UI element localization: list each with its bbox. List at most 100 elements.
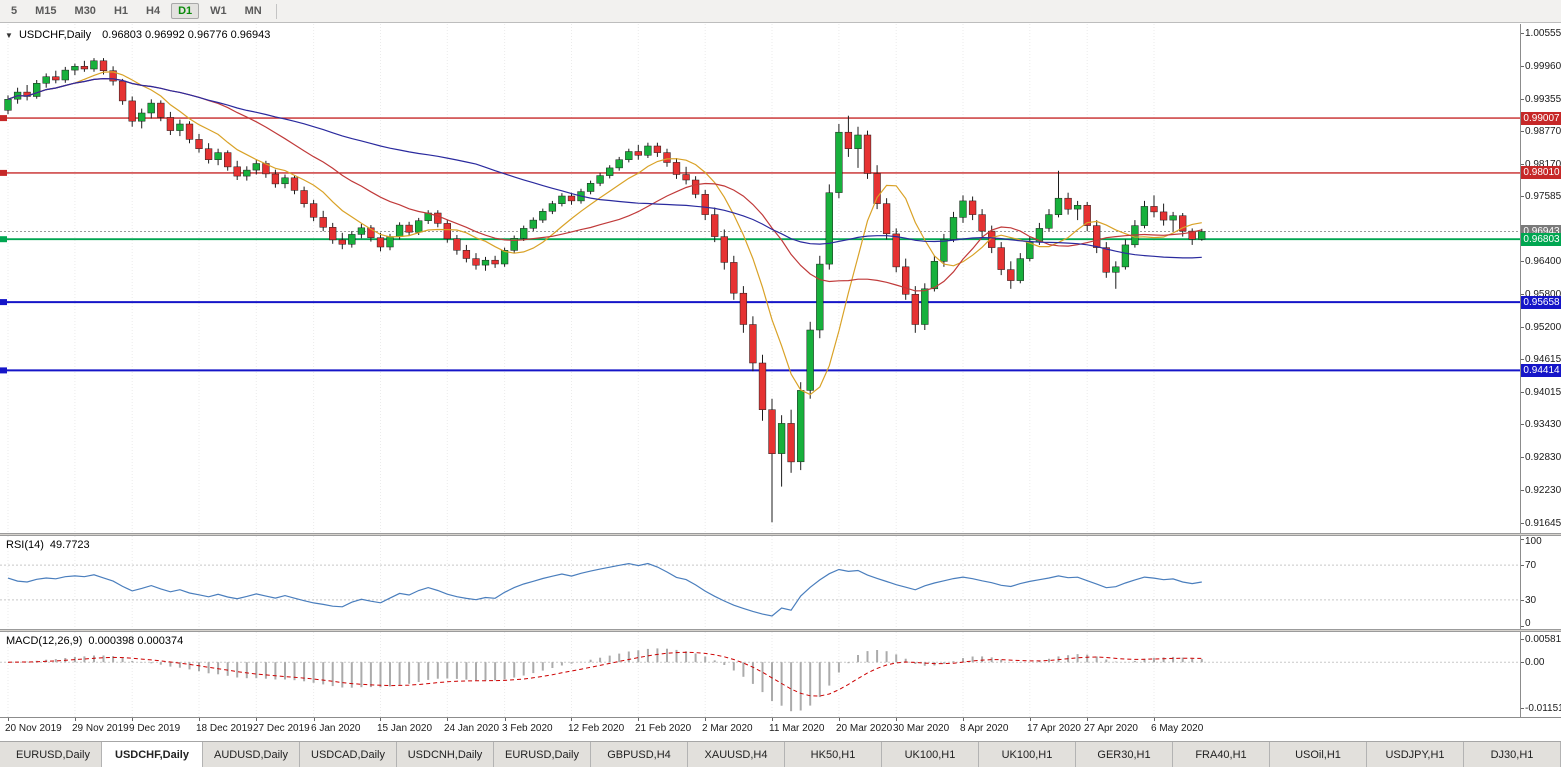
chart-tab-audusd-daily[interactable]: AUDUSD,Daily bbox=[203, 742, 300, 767]
candle bbox=[309, 203, 318, 218]
candle bbox=[988, 230, 996, 248]
candle bbox=[548, 203, 557, 212]
macd-chart-canvas[interactable] bbox=[0, 632, 1520, 717]
timeframe-toolbar: 5 M15 M30 H1 H4 D1 W1 MN bbox=[0, 0, 1561, 23]
candle bbox=[204, 148, 213, 160]
timeframe-button-h1[interactable]: H1 bbox=[113, 5, 128, 17]
candle bbox=[195, 139, 203, 149]
candle bbox=[338, 239, 346, 245]
rsi-indicator-pane[interactable]: 100 70 30 0 RSI(14) 49.7723 bbox=[0, 536, 1561, 629]
candle bbox=[586, 183, 595, 192]
macd-indicator-label: MACD(12,26,9) 0.000398 0.000374 bbox=[6, 635, 184, 647]
price-axis-label: 0.92230 bbox=[1525, 485, 1561, 496]
time-axis[interactable]: 20 Nov 2019 29 Nov 2019 9 Dec 2019 18 Dec 2… bbox=[0, 717, 1561, 741]
timeframe-button-mn[interactable]: MN bbox=[244, 5, 262, 17]
candle bbox=[71, 66, 79, 71]
macd-axis-label: 0.005818 bbox=[1525, 634, 1561, 645]
candle bbox=[1179, 215, 1187, 232]
chart-tab-usoil-h1[interactable]: USOil,H1 bbox=[1270, 742, 1367, 767]
time-tick bbox=[505, 718, 506, 721]
candle bbox=[558, 195, 566, 204]
time-axis-label: 20 Nov 2019 bbox=[5, 723, 62, 734]
main-chart-canvas[interactable] bbox=[0, 24, 1520, 533]
timeframe-button-h4[interactable]: H4 bbox=[146, 5, 161, 17]
time-axis-label: 18 Dec 2019 bbox=[196, 723, 253, 734]
candle bbox=[185, 123, 194, 140]
candle bbox=[959, 200, 967, 218]
time-axis-label: 30 Mar 2020 bbox=[893, 723, 950, 734]
axis-tick bbox=[1521, 196, 1524, 197]
time-axis-label: 17 Apr 2020 bbox=[1027, 723, 1081, 734]
chart-tab-fra40-h1[interactable]: FRA40,H1 bbox=[1173, 742, 1270, 767]
macd-axis: 0.005818 0.00 -0.011514 bbox=[1520, 632, 1561, 717]
timeframe-button-w1[interactable]: W1 bbox=[210, 5, 227, 17]
axis-tick bbox=[1521, 490, 1524, 491]
price-axis-label: 0.98770 bbox=[1525, 126, 1561, 137]
candle bbox=[787, 423, 795, 463]
candle bbox=[1102, 247, 1110, 273]
candle bbox=[61, 69, 69, 81]
candle bbox=[596, 175, 604, 184]
candle bbox=[42, 76, 50, 84]
candle bbox=[978, 214, 986, 232]
chart-tab-ger30-h1[interactable]: GER30,H1 bbox=[1076, 742, 1173, 767]
candle bbox=[281, 177, 289, 185]
rsi-axis-label: 70 bbox=[1525, 560, 1537, 571]
axis-tick bbox=[1521, 600, 1524, 601]
candle bbox=[510, 238, 518, 251]
chart-tab-xauusd-h4[interactable]: XAUUSD,H4 bbox=[688, 742, 785, 767]
candle bbox=[271, 173, 280, 185]
candle bbox=[415, 220, 423, 233]
timeframe-button-d1[interactable]: D1 bbox=[171, 3, 200, 19]
price-tag: 0.94414 bbox=[1521, 364, 1561, 377]
time-tick bbox=[638, 718, 639, 721]
candle bbox=[52, 76, 60, 81]
price-tag: 0.98010 bbox=[1521, 166, 1561, 179]
time-tick bbox=[132, 718, 133, 721]
chart-tab-usdcad-daily[interactable]: USDCAD,Daily bbox=[300, 742, 397, 767]
candle bbox=[500, 250, 509, 265]
candle bbox=[348, 234, 356, 245]
price-chart-pane[interactable]: 1.00555 0.99960 0.99355 0.98770 0.98170 0.975… bbox=[0, 24, 1561, 533]
candle bbox=[405, 224, 413, 233]
time-axis-label: 11 Mar 2020 bbox=[769, 723, 825, 734]
time-tick bbox=[314, 718, 315, 721]
price-axis[interactable]: 1.00555 0.99960 0.99355 0.98770 0.98170 0.975… bbox=[1520, 24, 1561, 533]
chart-tab-gbpusd-h4[interactable]: GBPUSD,H4 bbox=[591, 742, 688, 767]
rsi-chart-canvas[interactable] bbox=[0, 536, 1520, 629]
chart-tab-uk100-h1[interactable]: UK100,H1 bbox=[979, 742, 1076, 767]
timeframe-button-m30[interactable]: M30 bbox=[74, 5, 96, 17]
chart-tab-eurusd-daily[interactable]: EURUSD,Daily bbox=[494, 742, 591, 767]
time-axis-label: 8 Apr 2020 bbox=[960, 723, 1009, 734]
timeframe-button-m15[interactable]: M15 bbox=[35, 5, 57, 17]
candle bbox=[453, 238, 461, 251]
time-axis-label: 6 Jan 2020 bbox=[311, 723, 361, 734]
axis-tick bbox=[1521, 33, 1524, 34]
candle bbox=[997, 247, 1005, 270]
chart-tab-uk100-h1[interactable]: UK100,H1 bbox=[882, 742, 979, 767]
time-axis-label: 21 Feb 2020 bbox=[635, 723, 692, 734]
price-axis-label: 0.95800 bbox=[1525, 289, 1561, 300]
time-tick bbox=[1030, 718, 1031, 721]
time-tick bbox=[705, 718, 706, 721]
timeframe-button-5[interactable]: 5 bbox=[11, 5, 18, 17]
macd-indicator-pane[interactable]: 0.005818 0.00 -0.011514 MACD(12,26,9)0.000… bbox=[0, 632, 1561, 717]
candle bbox=[128, 100, 136, 122]
chart-tab-eurusd-daily[interactable]: EURUSD,Daily bbox=[5, 742, 102, 767]
time-tick bbox=[8, 718, 9, 721]
candle bbox=[968, 200, 977, 215]
candle bbox=[1016, 258, 1024, 281]
candle bbox=[691, 179, 700, 195]
pane-divider[interactable] bbox=[0, 629, 1561, 632]
chart-tab-dj30-h1[interactable]: DJ30,H1 bbox=[1464, 742, 1561, 767]
chart-tab-usdchf-daily[interactable]: USDCHF,Daily bbox=[102, 742, 203, 767]
candle bbox=[930, 261, 939, 290]
candle bbox=[1007, 269, 1015, 281]
chart-tab-usdjpy-h1[interactable]: USDJPY,H1 bbox=[1367, 742, 1464, 767]
collapse-arrow-icon[interactable]: ▼ bbox=[5, 31, 13, 40]
chart-tab-usdcnh-daily[interactable]: USDCNH,Daily bbox=[397, 742, 494, 767]
chart-tab-hk50-h1[interactable]: HK50,H1 bbox=[785, 742, 882, 767]
candle bbox=[644, 145, 652, 156]
pane-divider[interactable] bbox=[0, 533, 1561, 536]
time-tick bbox=[896, 718, 897, 721]
